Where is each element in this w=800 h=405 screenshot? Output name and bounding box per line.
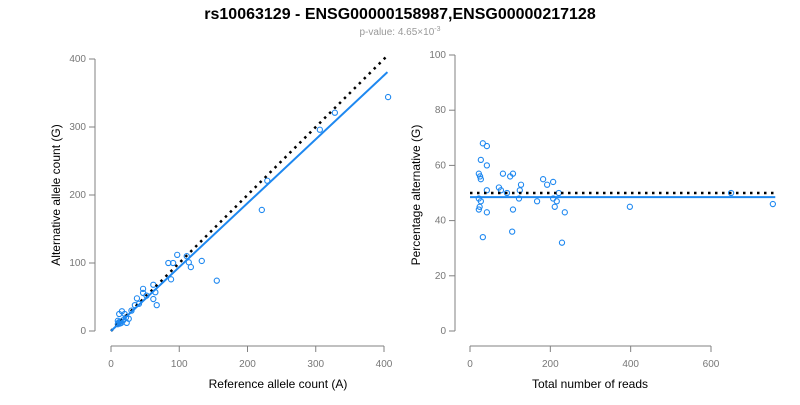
data-point	[121, 310, 128, 318]
data-point	[475, 195, 482, 202]
left-x-label: Reference allele count (A)	[209, 377, 348, 391]
data-point	[114, 321, 121, 328]
data-point	[517, 181, 525, 188]
y-tick-label: 0	[80, 326, 86, 337]
data-point	[727, 189, 735, 197]
x-tick-label: 200	[542, 359, 559, 370]
x-tick-label: 100	[171, 359, 188, 370]
left-y-label: Alternative allele count (G)	[49, 124, 63, 265]
data-point	[169, 259, 177, 267]
data-point	[213, 277, 220, 284]
x-tick-label: 0	[467, 359, 473, 370]
y-tick-label: 40	[435, 216, 447, 227]
data-point	[555, 189, 562, 197]
data-point	[479, 234, 487, 241]
x-tick-label: 400	[376, 359, 393, 370]
data-point	[139, 285, 147, 292]
fit-line	[110, 71, 389, 332]
data-point	[150, 281, 157, 288]
data-point	[539, 176, 547, 183]
data-point	[384, 93, 392, 101]
data-point	[331, 109, 339, 116]
data-point	[477, 156, 484, 164]
data-point	[515, 195, 523, 202]
right-plot: 0 200 400 600 0 20 40 60 80 100	[429, 50, 777, 370]
data-point	[509, 228, 516, 235]
y-tick-label: 20	[435, 271, 447, 282]
data-point	[483, 142, 491, 150]
data-point	[187, 263, 195, 271]
right-x-label: Total number of reads	[532, 377, 648, 391]
data-point	[133, 295, 141, 302]
data-point	[476, 173, 484, 180]
data-point	[258, 206, 265, 214]
data-point	[503, 189, 511, 197]
data-point	[553, 198, 560, 205]
data-point	[167, 276, 175, 283]
data-point	[483, 209, 491, 216]
data-point	[507, 173, 514, 180]
y-tick-label: 100	[69, 258, 86, 269]
expected-line	[110, 54, 389, 332]
chart-subtitle: p-value: 4.65×10-3	[359, 26, 440, 38]
x-tick-label: 600	[703, 359, 720, 370]
y-tick-label: 400	[69, 54, 86, 65]
right-y-label: Percentage alternative (G)	[409, 125, 423, 266]
data-point	[561, 209, 568, 216]
data-point	[476, 203, 483, 210]
data-point	[558, 239, 566, 246]
y-tick-label: 80	[435, 105, 447, 116]
data-point	[549, 178, 557, 186]
y-tick-label: 60	[435, 160, 447, 171]
data-point	[477, 176, 484, 183]
y-tick-label: 200	[69, 190, 86, 201]
data-point	[174, 251, 181, 258]
x-tick-label: 200	[239, 359, 256, 370]
data-point	[499, 170, 507, 177]
x-tick-label: 300	[307, 359, 324, 370]
data-point	[316, 126, 323, 133]
data-point	[509, 206, 517, 213]
data-point	[483, 162, 491, 169]
data-point	[533, 198, 541, 205]
data-point	[198, 257, 205, 265]
x-tick-label: 400	[622, 359, 639, 370]
data-point	[626, 203, 634, 210]
y-tick-label: 100	[429, 50, 446, 61]
x-tick-label: 0	[108, 359, 114, 370]
data-point	[543, 181, 551, 188]
data-point	[497, 187, 505, 194]
data-point	[551, 203, 558, 210]
data-point	[769, 200, 777, 208]
y-tick-label: 300	[69, 122, 86, 133]
data-point	[153, 302, 160, 309]
data-point	[483, 187, 491, 194]
data-point	[475, 206, 482, 213]
chart-title: rs10063129 - ENSG00000158987,ENSG0000021…	[204, 6, 596, 23]
data-point	[135, 300, 143, 307]
left-plot: 0 100 200 300 400 0 100 200 300 400	[69, 54, 392, 370]
y-tick-label: 0	[440, 326, 446, 337]
data-point	[150, 295, 157, 303]
